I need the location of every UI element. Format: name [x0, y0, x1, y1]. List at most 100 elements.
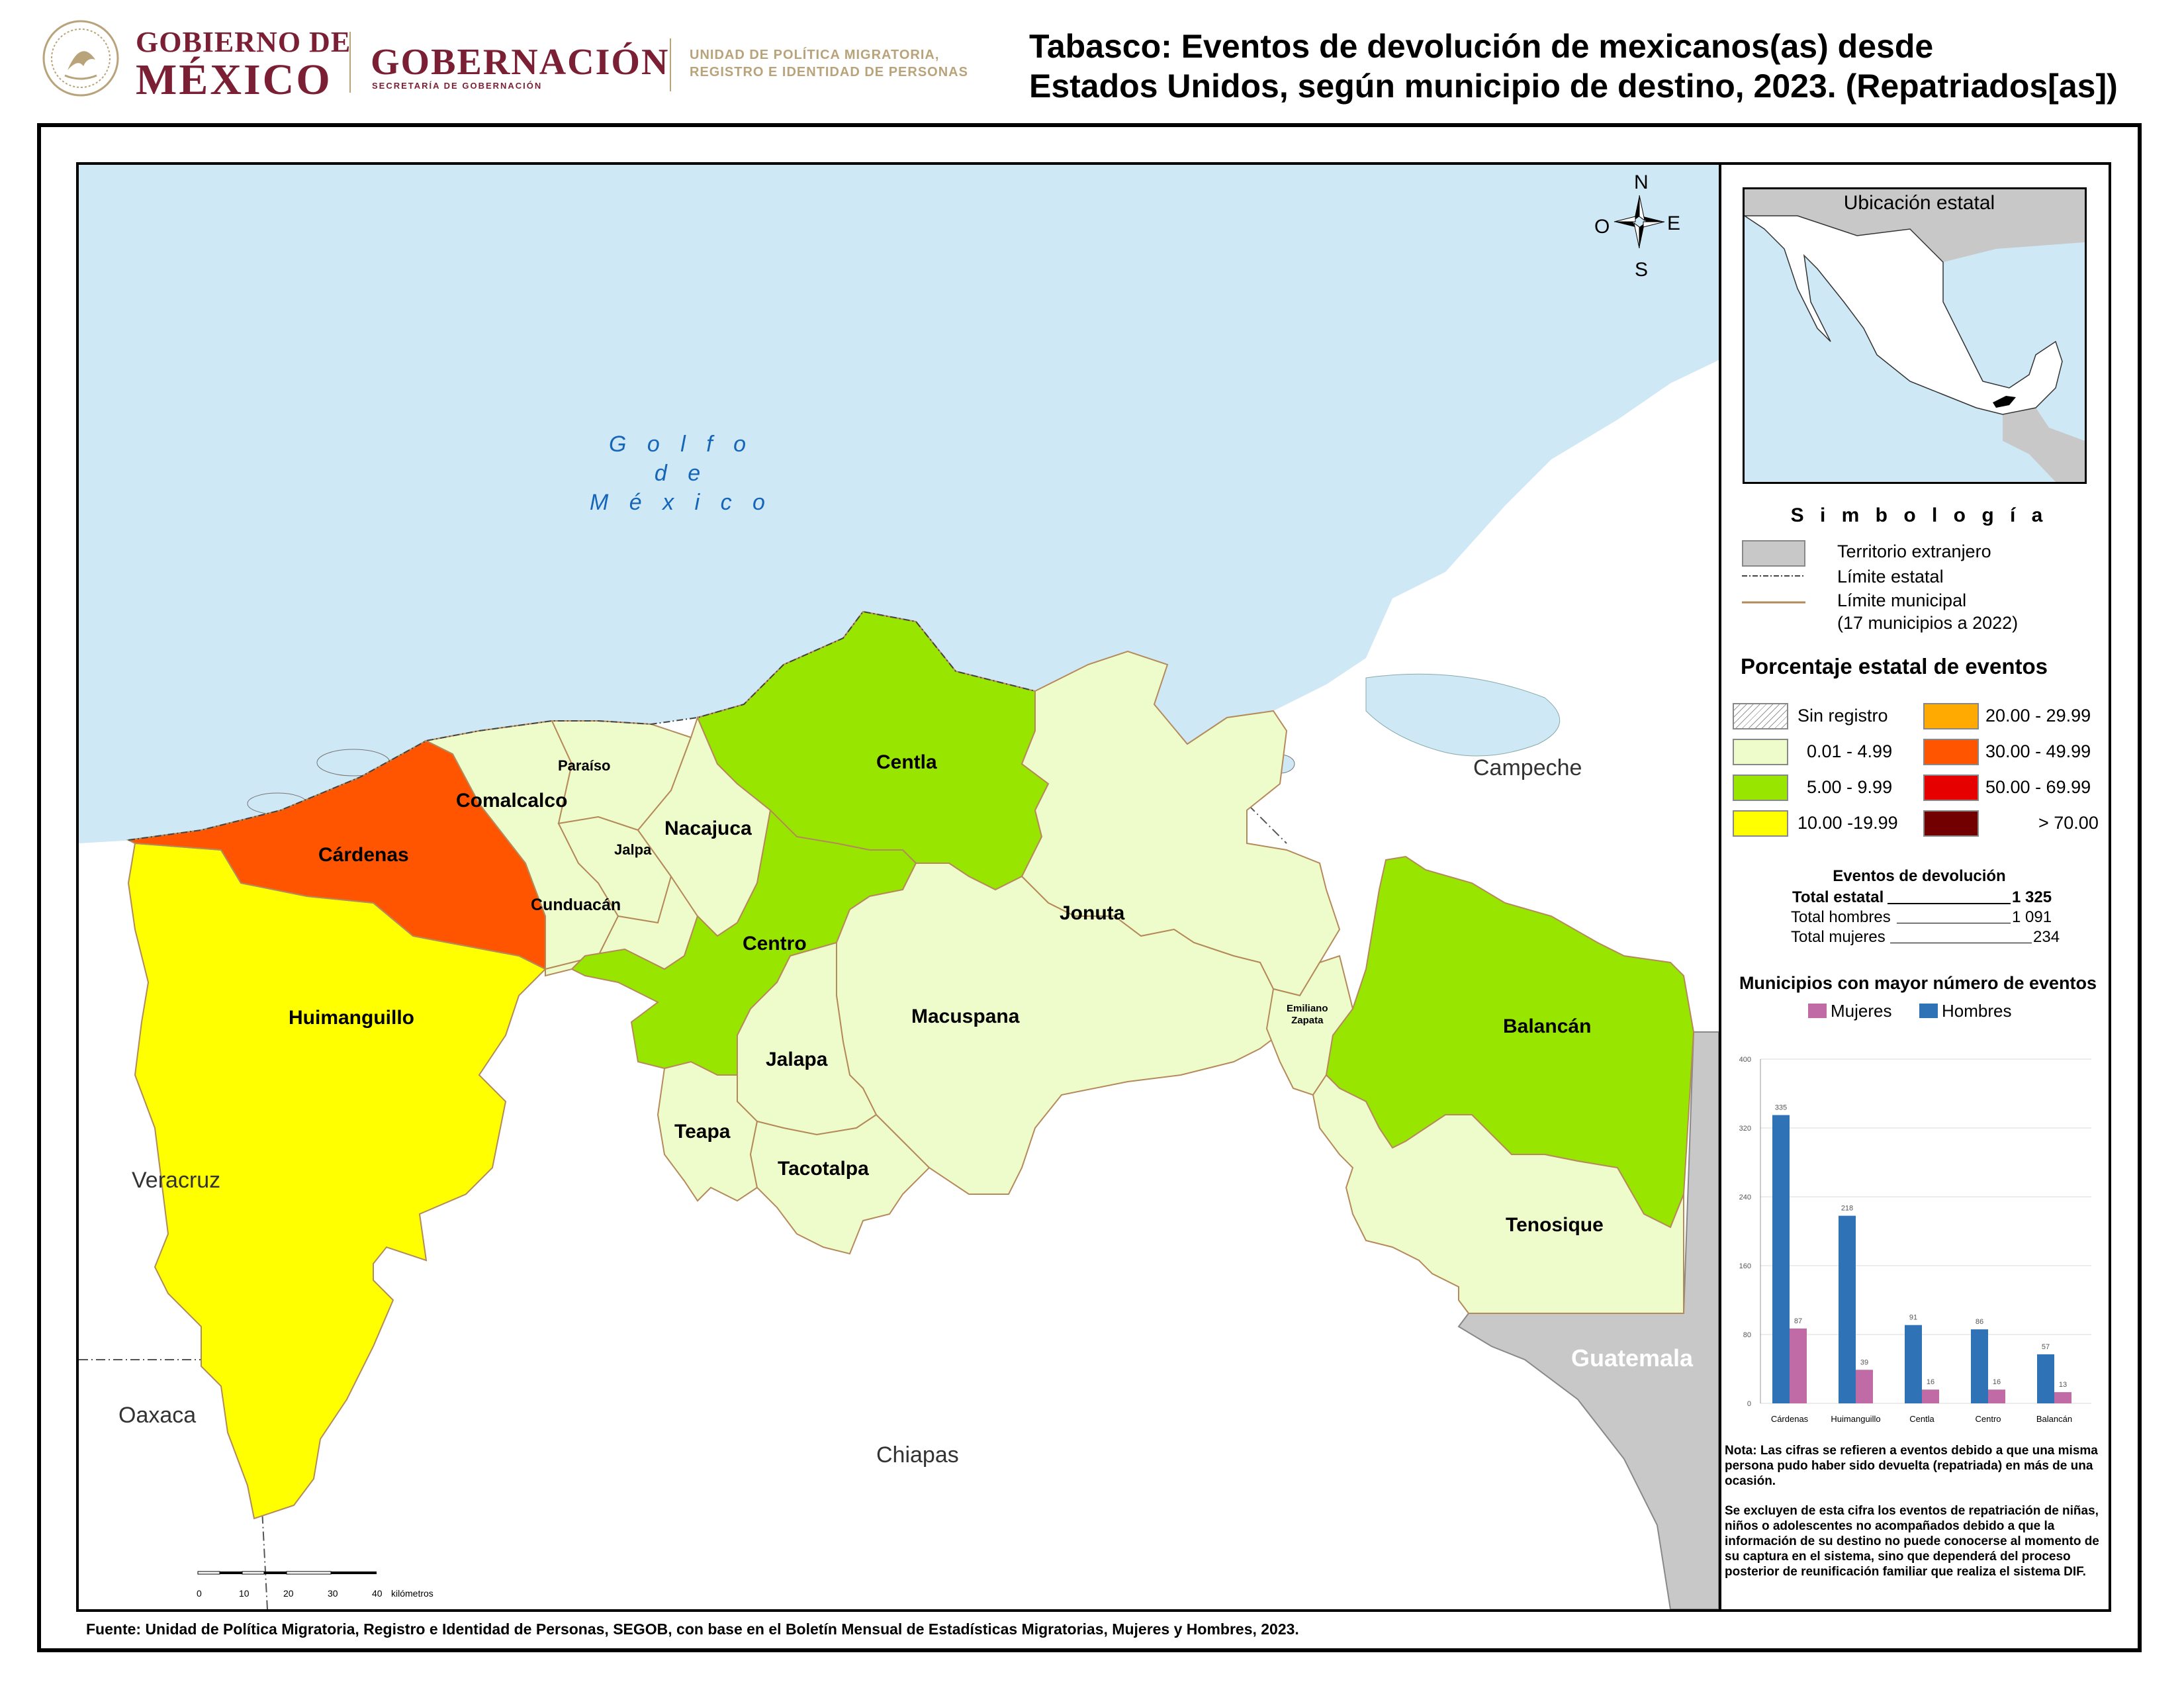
chart-data-label: 91 — [1909, 1314, 1917, 1322]
municipality-tacotalpa — [749, 1113, 931, 1255]
inset-map — [1743, 187, 2087, 484]
legend-municipal-note: (17 municipios a 2022) — [1837, 613, 2019, 633]
label-cardenas: Cárdenas — [318, 844, 409, 866]
chart-category-label: Balancán — [2036, 1414, 2072, 1424]
chart-category-label: Cárdenas — [1771, 1414, 1809, 1424]
chart-data-label: 218 — [1841, 1205, 1853, 1213]
legend-label-50-70: 50.00 - 69.99 — [1985, 777, 2091, 797]
inset-tabasco — [1993, 396, 2016, 408]
state-label-campeche: Campeche — [1473, 755, 1582, 780]
legend-foreign-label: Territorio extranjero — [1837, 541, 1991, 561]
chart-legend-swatch-hombres — [1919, 1004, 1938, 1018]
scale-bar — [197, 1571, 377, 1575]
north-arrow-icon — [1614, 195, 1665, 249]
gobierno-de-mexico-logo: GOBIERNO DE MÉXICO — [136, 26, 351, 104]
inset-central-america — [2003, 408, 2085, 482]
country-label-guatemala: Guatemala — [1571, 1344, 1694, 1372]
legend-municipal-label: Límite municipal — [1837, 590, 1967, 610]
side-panel — [1719, 162, 2111, 1612]
legend-label-0-5: 0.01 - 4.99 — [1807, 741, 1893, 761]
legend-swatch-50-70 — [1923, 774, 1979, 801]
state-label-oaxaca: Oaxaca — [118, 1403, 197, 1428]
chart-data-label: 57 — [2042, 1343, 2050, 1351]
legend-foreign-swatch — [1742, 540, 1805, 567]
legend-label-30-50: 30.00 - 49.99 — [1985, 741, 2091, 761]
legend-label-70: > 70.00 — [2038, 813, 2099, 833]
label-macuspana: Macuspana — [911, 1006, 1020, 1027]
label-jalapa: Jalapa — [766, 1049, 828, 1070]
footnote-paragraph-1: Nota: Las cifras se refieren a eventos d… — [1725, 1444, 2098, 1488]
map-panel: G o l f o d e M é x i c o N S E O Campec… — [76, 162, 1721, 1612]
legend-state-label: Límite estatal — [1837, 567, 1944, 586]
gulf-of-mexico-water — [79, 165, 1719, 843]
bar-chart: 0 80 160 240 320 400 335 87 Cárdenas 218 39 Huimang… — [1739, 1056, 2091, 1424]
inset-usa — [1745, 189, 2085, 262]
chart-category-label: Centla — [1909, 1414, 1934, 1424]
chart-bar-hombres — [1971, 1329, 1988, 1403]
chart-data-label: 16 — [1993, 1378, 2001, 1386]
laguna-de-terminos — [1365, 673, 1561, 757]
compass-north: N — [1634, 171, 1649, 193]
compass-west: O — [1594, 216, 1610, 238]
events-title: Eventos de devolución — [1833, 867, 2006, 885]
footnote: Nota: Las cifras se refieren a eventos d… — [1725, 1443, 2109, 1579]
inset-mexico — [1745, 215, 2063, 415]
chart-data-label: 16 — [1927, 1378, 1934, 1386]
legend-swatch-5-10 — [1733, 774, 1788, 801]
legend-swatch-0-5 — [1733, 739, 1788, 765]
legend-percentage-title: Porcentaje estatal de eventos — [1741, 654, 2048, 679]
tabasco-outline — [128, 610, 1036, 841]
chart-bar-mujeres — [1790, 1328, 1807, 1403]
events-total-value: 1 325 — [2012, 888, 2052, 906]
label-cunduacan: Cunduacán — [531, 896, 621, 914]
chart-category-label: Huimanguillo — [1831, 1414, 1880, 1424]
events-total-leader — [1888, 903, 2011, 904]
chart-bar-hombres — [1772, 1115, 1790, 1403]
chart-data-label: 335 — [1775, 1104, 1787, 1112]
scale-tick: 30 — [328, 1588, 338, 1599]
scale-unit: kilómetros — [391, 1588, 433, 1599]
chart-legend-label-hombres: Hombres — [1942, 1001, 2012, 1021]
legend-swatch-70 — [1923, 810, 1979, 837]
legend-label-20-30: 20.00 - 29.99 — [1985, 706, 2091, 726]
label-nacajuca: Nacajuca — [664, 818, 752, 839]
inset-title: Ubicación estatal — [1843, 192, 1995, 214]
chart-bar-hombres — [2037, 1354, 2054, 1403]
chart-legend-label-mujeres: Mujeres — [1831, 1001, 1892, 1021]
events-men-value: 1 091 — [2012, 908, 2052, 926]
chart-data-label: 87 — [1794, 1317, 1802, 1325]
legend-swatch-10-20 — [1733, 810, 1788, 837]
label-emiliano-zapata: Emiliano Zapata — [1287, 1003, 1328, 1026]
upm-logo-text: UNIDAD DE POLÍTICA MIGRATORIA, REGISTRO … — [690, 48, 968, 79]
chart-bar-mujeres — [2054, 1392, 2071, 1403]
legend-state-line — [1742, 575, 1805, 577]
chart-bar-mujeres — [1988, 1389, 2005, 1403]
events-men-label: Total hombres — [1791, 908, 1891, 926]
label-huimanguillo: Huimanguillo — [289, 1007, 414, 1029]
events-total-label: Total estatal — [1792, 888, 1884, 906]
label-tenosique: Tenosique — [1506, 1214, 1604, 1236]
chart-title: Municipios con mayor número de eventos — [1739, 973, 2097, 993]
label-comalcalco: Comalcalco — [456, 790, 568, 812]
label-tacotalpa: Tacotalpa — [778, 1158, 869, 1180]
label-balancan: Balancán — [1503, 1015, 1592, 1037]
header-separator — [349, 32, 351, 93]
chart-ytick-label: 0 — [1747, 1400, 1751, 1408]
state-label-veracruz: Veracruz — [132, 1168, 221, 1193]
chart-ytick-label: 320 — [1739, 1125, 1751, 1133]
chart-ytick-label: 400 — [1739, 1056, 1751, 1064]
events-women-value: 234 — [2033, 928, 2060, 946]
label-centla: Centla — [876, 751, 937, 773]
chart-bar-hombres — [1839, 1215, 1856, 1403]
legend-swatch-20-30 — [1923, 703, 1979, 729]
footnote-paragraph-2: Se excluyen de esta cifra los eventos de… — [1725, 1504, 2099, 1579]
scale-tick: 0 — [197, 1588, 202, 1599]
municipality-tenosique — [1312, 1074, 1684, 1314]
chart-ytick-label: 240 — [1739, 1194, 1751, 1201]
gobernacion-subtitle: SECRETARÍA DE GOBERNACIÓN — [372, 81, 543, 91]
mexico-coat-of-arms-icon — [42, 20, 119, 97]
chart-bar-hombres — [1905, 1325, 1922, 1403]
compass-south: S — [1635, 259, 1649, 281]
chart-bar-mujeres — [1922, 1389, 1939, 1403]
scale-tick: 40 — [372, 1588, 383, 1599]
